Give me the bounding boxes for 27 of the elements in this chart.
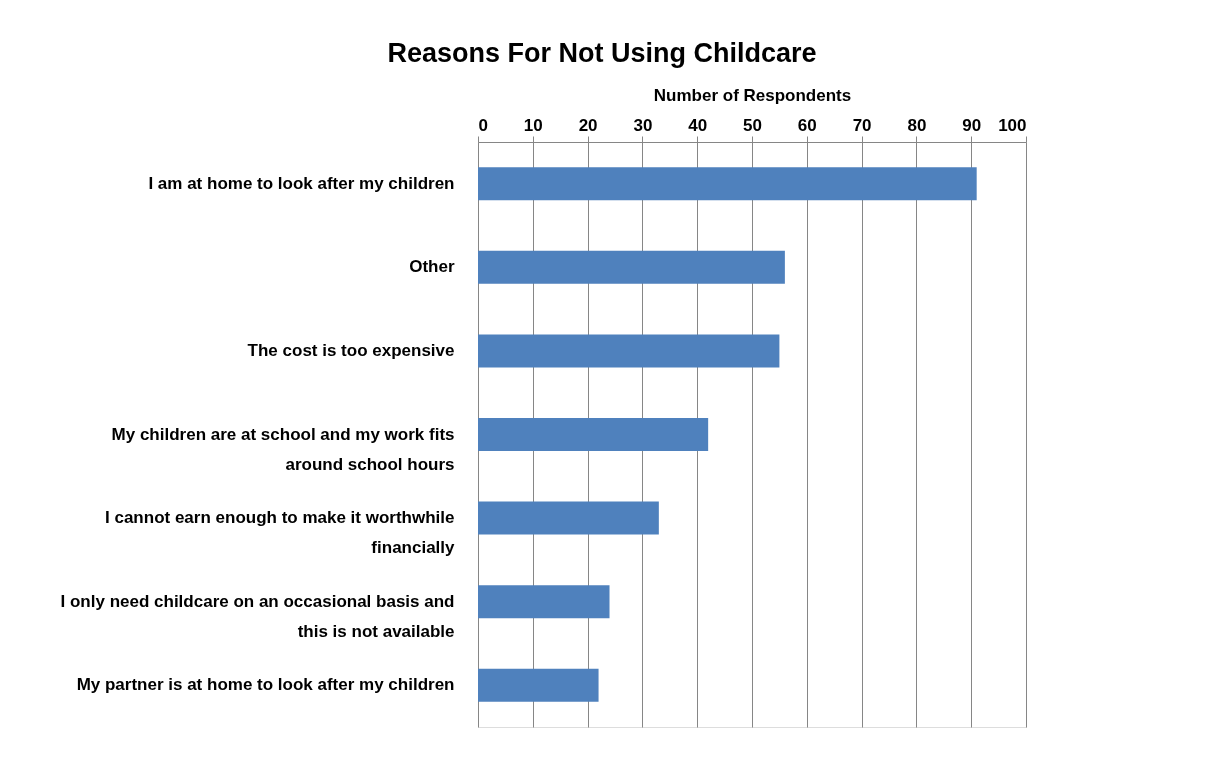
y-tick-label: I only need childcare on an occasional basis and this is not available bbox=[60, 591, 455, 641]
x-axis-title: Number of Respondents bbox=[653, 85, 852, 105]
x-tick-label: 0 bbox=[478, 115, 488, 135]
y-tick-label: Other bbox=[409, 257, 455, 277]
bar bbox=[478, 250, 785, 284]
chart-title: Reasons For Not Using Childcare bbox=[387, 38, 817, 68]
bar bbox=[478, 167, 977, 201]
x-tick-label: 50 bbox=[743, 115, 762, 135]
x-tick-label: 40 bbox=[688, 115, 708, 135]
x-tick-label: 30 bbox=[633, 115, 653, 135]
x-tick-label: 80 bbox=[907, 115, 927, 135]
y-tick-label: I cannot earn enough to make it worthwhile financially bbox=[105, 508, 456, 558]
y-tick-label: My partner is at home to look after my children bbox=[76, 675, 455, 695]
x-tick-label: 10 bbox=[523, 115, 543, 135]
x-tick-label: 70 bbox=[852, 115, 872, 135]
y-tick-label: The cost is too expensive bbox=[247, 340, 455, 360]
y-tick-label: My children are at school and my work fits around school hours bbox=[111, 424, 455, 474]
x-tick-label: 100 bbox=[998, 115, 1027, 135]
x-tick-label: 60 bbox=[797, 115, 817, 135]
x-tick-label: 20 bbox=[578, 115, 598, 135]
x-tick-label: 90 bbox=[962, 115, 982, 135]
y-tick-label: I am at home to look after my children bbox=[148, 173, 455, 193]
bar bbox=[478, 418, 709, 451]
bar bbox=[478, 668, 599, 702]
bar bbox=[478, 501, 659, 535]
bar bbox=[478, 585, 610, 619]
bar bbox=[478, 334, 780, 368]
